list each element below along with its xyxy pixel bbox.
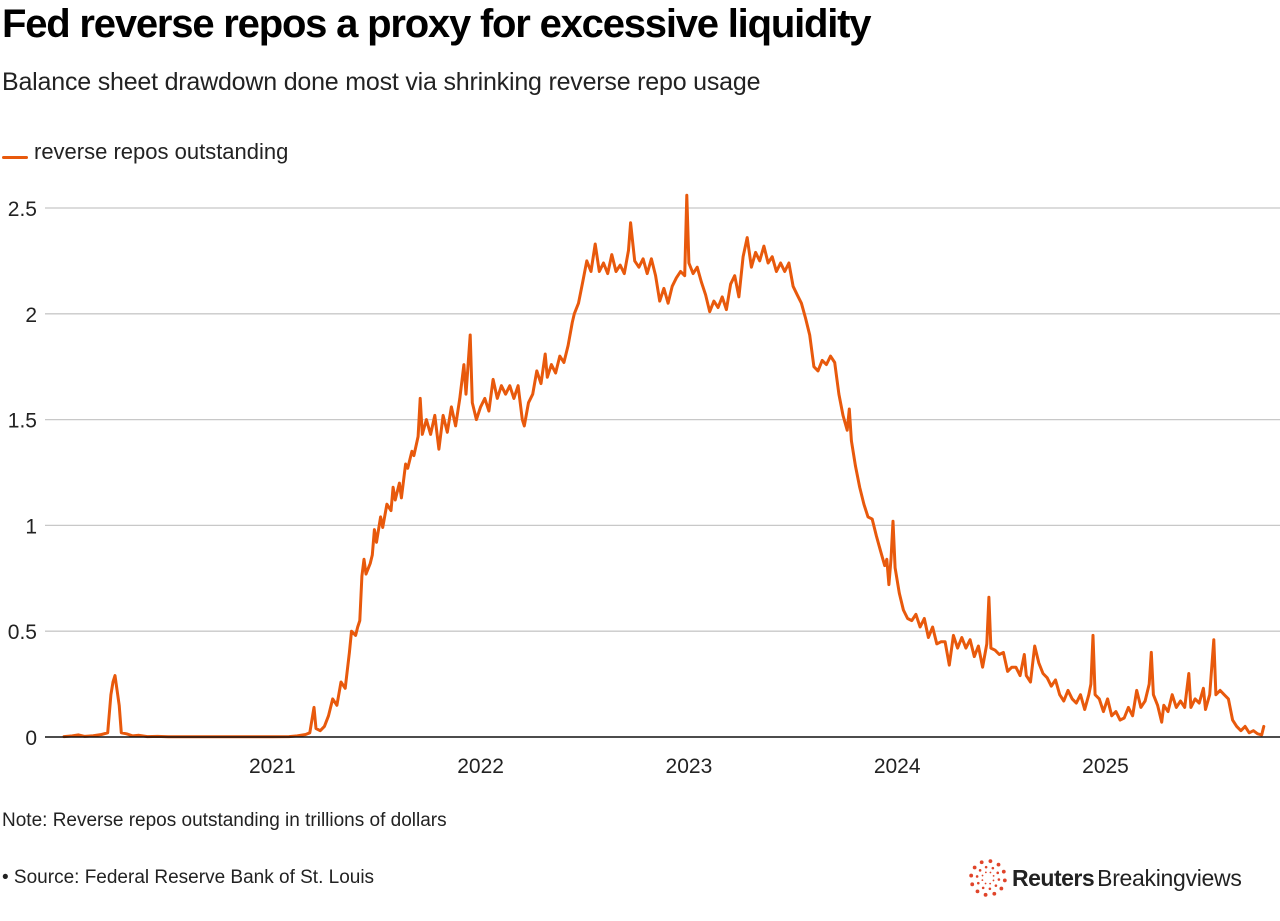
logo-dot <box>981 874 984 877</box>
logo-dot <box>992 879 995 882</box>
y-tick-label: 1.5 <box>8 410 37 433</box>
line-chart: 0 0.5 1 1.5 2 2.5 2021 2022 2023 2024 2025 <box>8 193 1280 778</box>
logo-dot <box>989 882 992 885</box>
y-tick-label: 0.5 <box>8 621 37 644</box>
reuters-breakingviews-logo: Reuters Breakingviews <box>968 858 1242 898</box>
x-tick-label: 2023 <box>666 755 713 778</box>
logo-dot <box>975 875 979 878</box>
series-layer <box>62 193 1266 739</box>
logo-dot <box>992 874 995 877</box>
logo-dot <box>970 882 975 887</box>
logo-dot <box>989 871 992 874</box>
chart-note: Note: Reverse repos outstanding in trill… <box>2 810 447 831</box>
y-tick-label: 1 <box>25 515 37 538</box>
logo-text-reuters: Reuters <box>1012 864 1095 891</box>
logo-dot <box>991 866 995 870</box>
logo-text-breakingviews: Breakingviews <box>1097 864 1242 891</box>
logo-dot <box>1001 869 1006 874</box>
logo-dot <box>997 878 1001 881</box>
logo-dot <box>969 873 974 878</box>
y-tick-label: 2 <box>25 304 37 327</box>
y-tick-label: 0 <box>25 727 37 750</box>
series-line-reverse-repos <box>62 193 1266 739</box>
x-tick-label: 2025 <box>1082 755 1129 778</box>
legend-swatch <box>2 155 28 159</box>
x-tick-label: 2024 <box>874 755 921 778</box>
logo-dot <box>984 882 987 885</box>
logo-dot <box>978 869 982 872</box>
logo-dot <box>996 871 1000 875</box>
logo-dot <box>983 892 988 897</box>
logo-dot <box>984 865 988 869</box>
gridlines <box>45 207 1280 632</box>
x-tick-label: 2021 <box>249 755 296 778</box>
logo-dot <box>975 889 980 894</box>
logo-dot <box>996 862 1001 867</box>
logo-dot <box>972 865 977 870</box>
logo-dot <box>979 860 984 865</box>
legend-label: reverse repos outstanding <box>34 139 289 164</box>
x-tick-label: 2022 <box>457 755 504 778</box>
logo-dot <box>981 886 985 890</box>
chart-title: Fed reverse repos a proxy for excessive … <box>2 2 871 46</box>
legend: reverse repos outstanding <box>2 138 288 166</box>
logo-dot <box>992 891 997 896</box>
logo-dot <box>976 881 980 885</box>
y-axis-ticks: 0 0.5 1 1.5 2 2.5 <box>8 198 37 750</box>
logo-dot <box>981 879 984 882</box>
logo-dot <box>988 887 992 891</box>
chart-subtitle: Balance sheet drawdown done most via shr… <box>2 68 761 96</box>
chart-source: • Source: Federal Reserve Bank of St. Lo… <box>2 867 375 888</box>
logo-dot <box>988 859 993 864</box>
reuters-dots-icon <box>969 859 1007 897</box>
y-tick-label: 2.5 <box>8 198 37 221</box>
logo-dot <box>999 886 1004 891</box>
logo-dot <box>1002 878 1007 883</box>
logo-dot <box>984 871 987 874</box>
logo-dot <box>994 884 998 887</box>
x-axis-ticks: 2021 2022 2023 2024 2025 <box>249 755 1129 778</box>
